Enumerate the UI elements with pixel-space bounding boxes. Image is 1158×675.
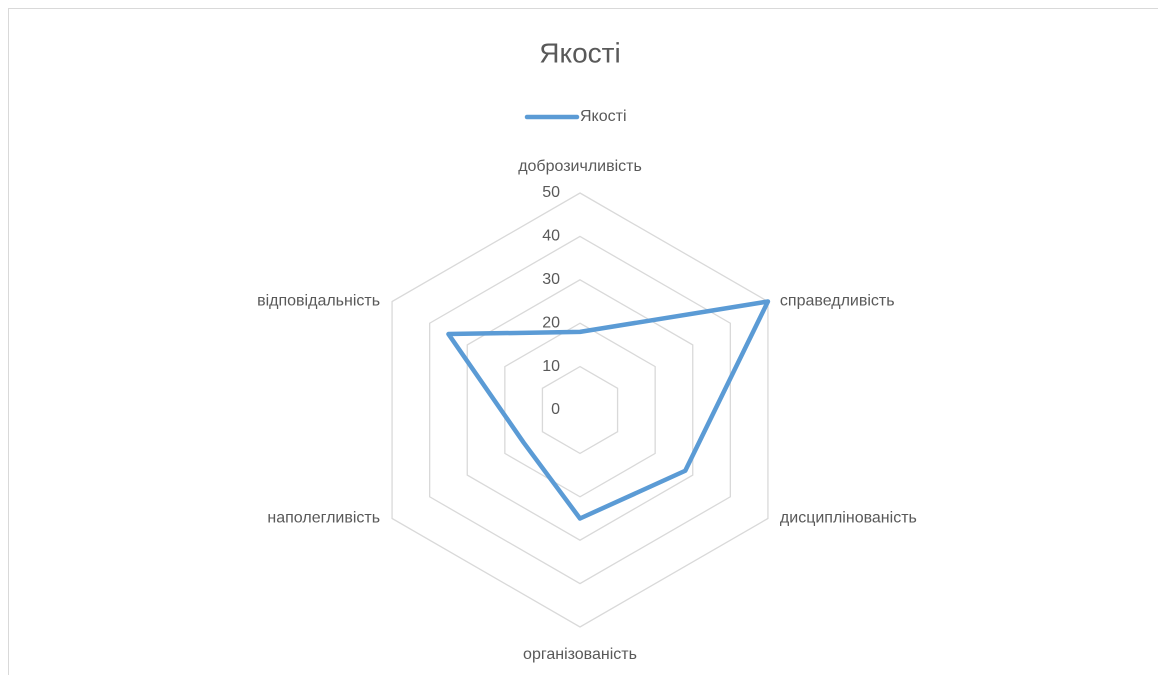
r-tick-label: 10: [542, 358, 560, 375]
grid-ring: [504, 322, 656, 498]
series-line: [446, 299, 771, 521]
category-label: доброзичливість: [518, 158, 642, 175]
legend-label: Якості: [580, 108, 627, 125]
grid-ring: [541, 365, 619, 455]
r-tick-label: 30: [542, 271, 560, 288]
category-label: дисциплінованість: [780, 510, 917, 527]
chart-title: Якості: [539, 37, 620, 68]
category-label: відповідальність: [257, 293, 380, 310]
grid-ring: [466, 279, 694, 541]
r-tick-label: 0: [551, 401, 560, 418]
chart-border: [8, 8, 1158, 675]
category-label: організованість: [523, 646, 637, 663]
grid-ring: [391, 192, 769, 628]
r-tick-label: 50: [542, 184, 560, 201]
category-label: наполегливість: [267, 510, 380, 527]
r-tick-label: 20: [542, 314, 560, 331]
grid-ring: [429, 235, 731, 585]
r-tick-label: 40: [542, 228, 560, 245]
category-label: справедливість: [780, 293, 895, 310]
